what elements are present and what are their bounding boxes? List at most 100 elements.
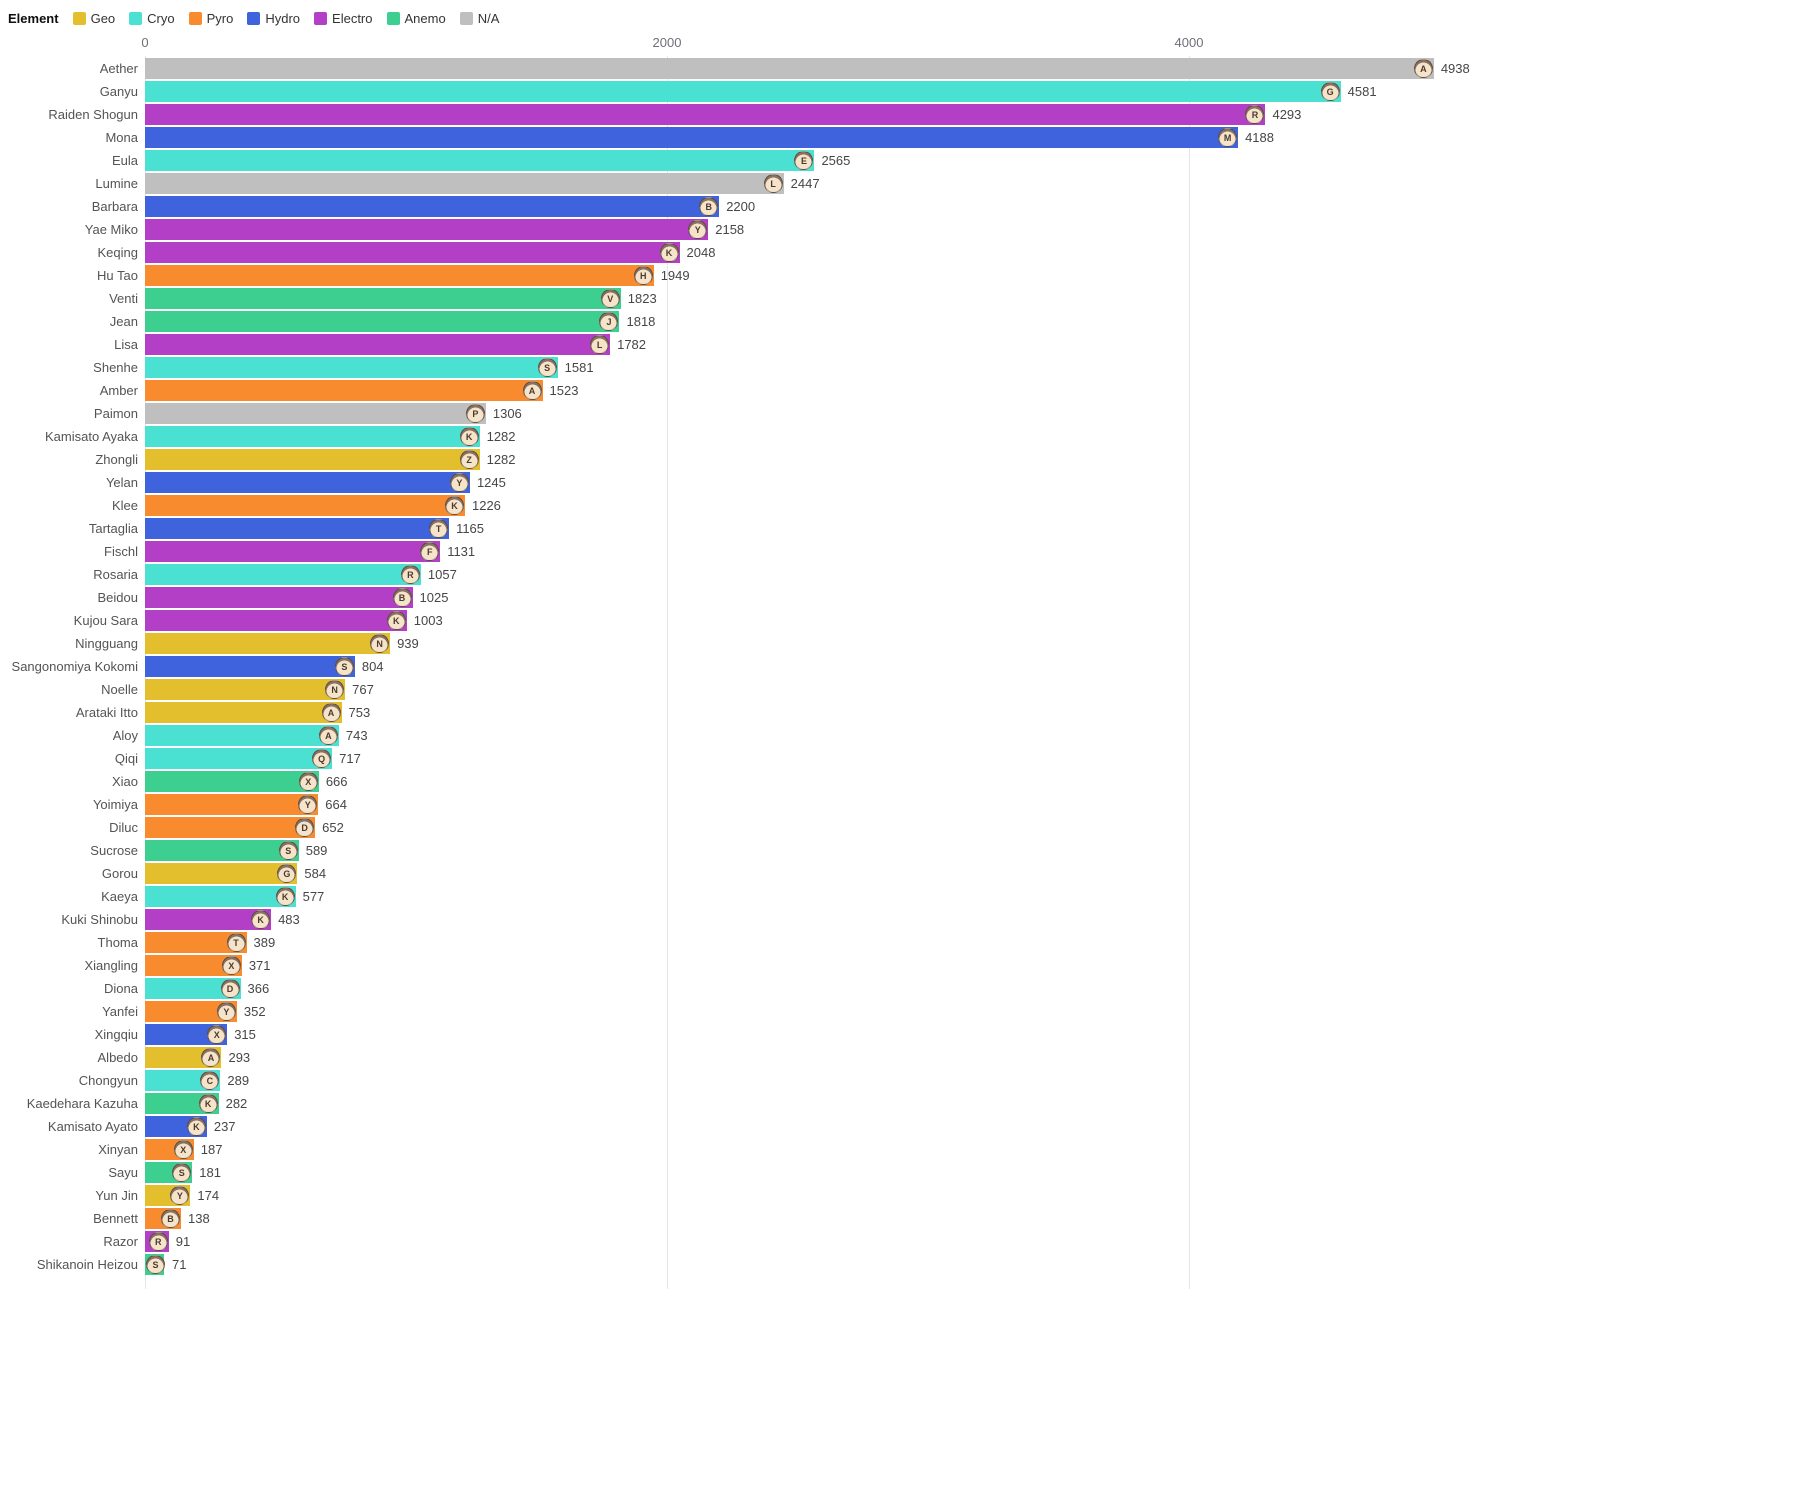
legend-item-electro[interactable]: Electro [314, 11, 373, 26]
category-label: Raiden Shogun [48, 107, 138, 122]
category-label: Klee [111, 498, 138, 513]
category-label: Yun Jin [95, 1188, 138, 1203]
chart-row: Ningguang N 939 [0, 632, 1800, 655]
legend-item-cryo[interactable]: Cryo [129, 11, 175, 26]
bar[interactable] [145, 909, 272, 930]
bar[interactable] [145, 334, 611, 355]
bar[interactable] [145, 1001, 237, 1022]
legend-item-n-a[interactable]: N/A [459, 11, 499, 26]
legend-item-geo[interactable]: Geo [72, 11, 115, 26]
bar[interactable] [145, 978, 241, 999]
legend-item-pyro[interactable]: Pyro [188, 11, 233, 26]
bar[interactable] [145, 311, 620, 332]
bar[interactable] [145, 1024, 228, 1045]
bar[interactable] [145, 357, 558, 378]
value-label: 743 [345, 728, 368, 743]
bar[interactable] [145, 932, 247, 953]
character-avatar-icon: S [172, 1163, 192, 1182]
bar[interactable] [145, 840, 299, 861]
bar[interactable] [145, 426, 480, 447]
chart-row: Yoimiya Y 664 [0, 793, 1800, 816]
character-avatar-icon: Y [449, 473, 469, 492]
category-label: Lisa [114, 337, 138, 352]
bar[interactable] [145, 886, 296, 907]
bar[interactable] [145, 127, 1239, 148]
bar[interactable] [145, 173, 784, 194]
bar[interactable] [145, 794, 319, 815]
bar[interactable] [145, 495, 465, 516]
category-label: Kamisato Ayato [47, 1119, 138, 1134]
bar[interactable] [145, 587, 413, 608]
bar[interactable] [145, 564, 421, 585]
value-label: 371 [248, 958, 271, 973]
character-avatar-icon: A [321, 703, 341, 722]
category-label: Xiao [111, 774, 138, 789]
bar[interactable] [145, 265, 654, 286]
legend-item-anemo[interactable]: Anemo [386, 11, 446, 26]
character-avatar-icon: V [600, 289, 620, 308]
category-label: Yelan [105, 475, 138, 490]
category-label: Sangonomiya Kokomi [11, 659, 138, 674]
category-label: Chongyun [78, 1073, 138, 1088]
bar[interactable] [145, 955, 242, 976]
chart-row: Beidou B 1025 [0, 586, 1800, 609]
value-label: 315 [234, 1027, 256, 1042]
bar[interactable] [145, 725, 339, 746]
bar[interactable] [145, 633, 391, 654]
value-label: 181 [199, 1165, 221, 1180]
legend-item-hydro[interactable]: Hydro [247, 11, 300, 26]
character-avatar-icon: X [173, 1140, 193, 1159]
bar[interactable] [145, 656, 355, 677]
value-label: 1245 [476, 475, 506, 490]
bar[interactable] [145, 771, 319, 792]
bar[interactable] [145, 541, 441, 562]
value-label: 4293 [1272, 107, 1302, 122]
bar[interactable] [145, 196, 720, 217]
bar[interactable] [145, 219, 709, 240]
bar[interactable] [145, 380, 543, 401]
bar[interactable] [145, 610, 407, 631]
bar[interactable] [145, 748, 333, 769]
category-label: Diona [104, 981, 138, 996]
character-avatar-icon: Y [688, 220, 708, 239]
value-label: 2048 [686, 245, 716, 260]
bar[interactable] [145, 472, 470, 493]
chart-row: Shikanoin Heizou S 71 [0, 1253, 1800, 1276]
bar[interactable] [145, 403, 486, 424]
category-label: Kujou Sara [73, 613, 138, 628]
bar[interactable] [145, 242, 680, 263]
character-avatar-icon: K [386, 611, 406, 630]
legend-swatch-icon [386, 12, 400, 25]
value-label: 293 [228, 1050, 251, 1065]
bar[interactable] [145, 449, 480, 470]
value-label: 753 [348, 705, 371, 720]
character-avatar-icon: G [277, 864, 297, 883]
legend: Element Geo Cryo Pyro Hydro Electro Anemo N/A [8, 11, 499, 26]
character-avatar-icon: T [429, 519, 449, 538]
bar[interactable] [145, 817, 316, 838]
bar[interactable] [145, 81, 1341, 102]
character-avatar-icon: K [275, 887, 295, 906]
value-label: 91 [175, 1234, 191, 1249]
value-label: 584 [304, 866, 327, 881]
value-label: 2200 [726, 199, 756, 214]
chart-row: Gorou G 584 [0, 862, 1800, 885]
bar[interactable] [145, 863, 298, 884]
bar[interactable] [145, 288, 621, 309]
category-label: Yoimiya [92, 797, 138, 812]
character-avatar-icon: M [1218, 128, 1238, 147]
bar[interactable] [145, 518, 450, 539]
category-label: Ganyu [99, 84, 138, 99]
chart-row: Yun Jin Y 174 [0, 1184, 1800, 1207]
character-avatar-icon: R [148, 1232, 168, 1251]
chart-row: Yelan Y 1245 [0, 471, 1800, 494]
bar[interactable] [145, 150, 815, 171]
bar[interactable] [145, 702, 342, 723]
chart-row: Sangonomiya Kokomi S 804 [0, 655, 1800, 678]
bar[interactable] [145, 104, 1266, 125]
character-avatar-icon: G [1320, 82, 1340, 101]
bar[interactable] [145, 679, 346, 700]
chart-row: Xinyan X 187 [0, 1138, 1800, 1161]
value-label: 804 [361, 659, 384, 674]
bar[interactable] [145, 58, 1434, 79]
